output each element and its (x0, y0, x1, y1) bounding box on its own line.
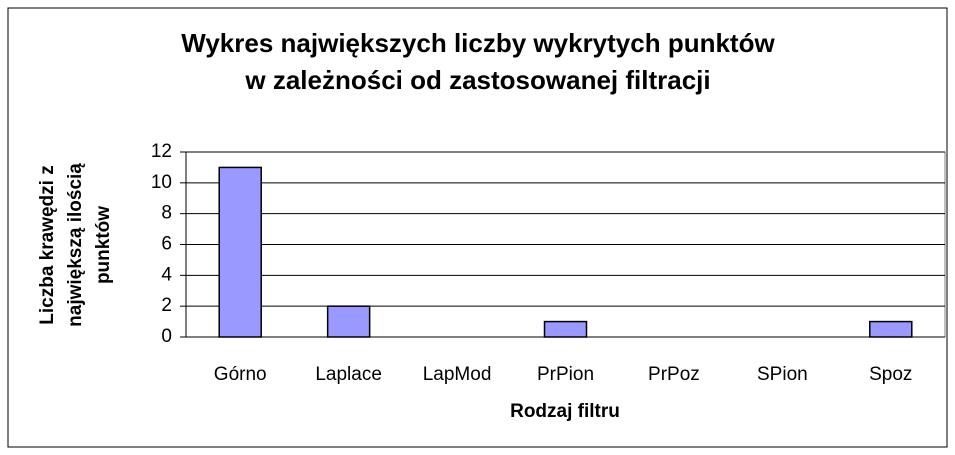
bar (326, 305, 371, 338)
x-tick-label: PrPoz (648, 364, 700, 385)
y-axis-label: punktów (93, 206, 114, 284)
y-tick-label: 12 (151, 141, 172, 162)
bar (218, 166, 262, 338)
y-tick-label: 8 (161, 203, 172, 224)
y-axis-label: największą ilością (65, 163, 86, 327)
bar (869, 320, 913, 338)
chart-title: Wykres największych liczby wykrytych pun… (181, 28, 775, 58)
y-tick-label: 0 (161, 326, 172, 347)
y-axis-label: Liczba krawędzi z (37, 165, 58, 324)
y-tick-label: 2 (161, 295, 172, 316)
x-tick-label: Spoz (869, 364, 912, 385)
bar (543, 320, 588, 338)
y-tick-label: 10 (151, 172, 172, 193)
x-tick-label: PrPion (537, 364, 594, 385)
x-tick-label: SPion (757, 364, 808, 385)
x-tick-label: LapMod (423, 364, 492, 385)
chart-title: w zależności od zastosowanej filtracji (244, 65, 710, 95)
x-tick-label: Laplace (315, 364, 382, 385)
y-tick-label: 4 (161, 264, 172, 285)
y-tick-label: 6 (161, 234, 172, 255)
x-tick-label: Górno (214, 364, 267, 385)
x-axis-label: Rodzaj filtru (510, 401, 620, 422)
